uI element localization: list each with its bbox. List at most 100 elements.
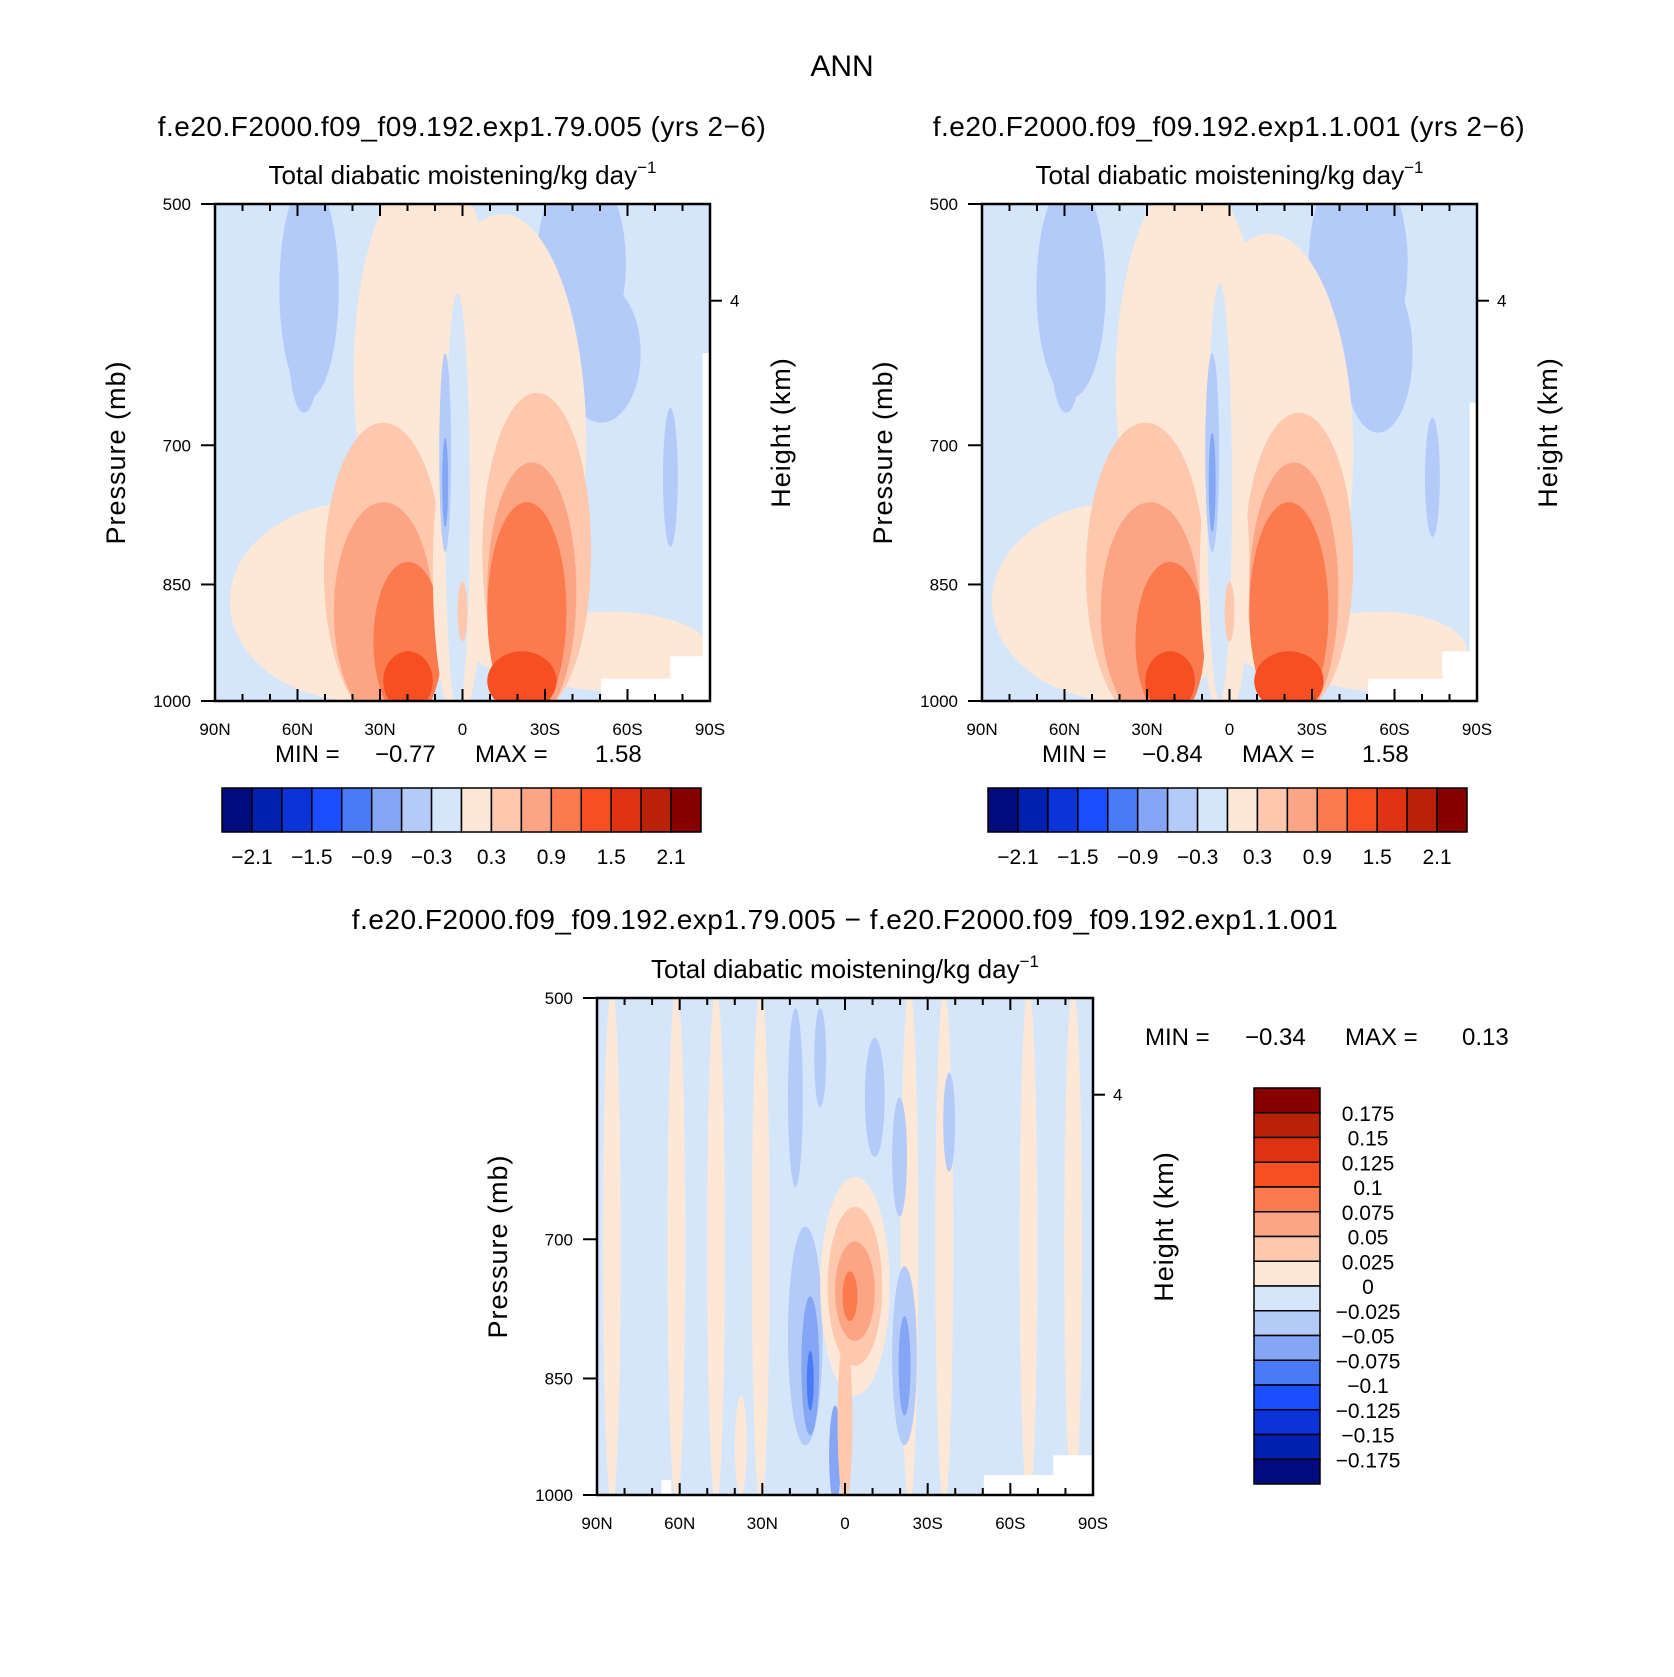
missing-data bbox=[661, 1480, 672, 1495]
y2-tick-label: 4 bbox=[730, 292, 739, 311]
missing-data bbox=[1053, 1455, 1093, 1495]
colorbar-box bbox=[1346, 787, 1378, 833]
colorbar-box bbox=[1253, 1161, 1321, 1188]
plot-subtitle-superscript: −1 bbox=[1404, 158, 1423, 177]
colorbar-label: −0.15 bbox=[1341, 1425, 1394, 1448]
y-tick-label: 850 bbox=[545, 1369, 573, 1388]
contour-region-low bbox=[898, 1316, 911, 1416]
colorbar-label: 2.1 bbox=[656, 846, 685, 869]
x-tick-label: 0 bbox=[840, 1514, 849, 1533]
plot-subtitle-text: Total diabatic moistening/kg day bbox=[1036, 160, 1405, 190]
colorbar-box bbox=[610, 787, 642, 833]
plot-subtitle: Total diabatic moistening/kg day−1 bbox=[269, 158, 657, 190]
colorbar-label: 0 bbox=[1362, 1276, 1374, 1299]
contour-region-low bbox=[806, 1350, 814, 1411]
colorbar-box bbox=[1376, 787, 1408, 833]
colorbar-box bbox=[490, 787, 523, 833]
missing-data bbox=[1469, 402, 1477, 701]
contour-region-high bbox=[487, 502, 567, 701]
colorbar-box bbox=[1436, 787, 1468, 833]
plot-subtitle-superscript: −1 bbox=[637, 158, 656, 177]
contour-region-high bbox=[1064, 998, 1083, 1495]
y-tick-label: 1000 bbox=[920, 692, 958, 711]
colorbar-box bbox=[1253, 1359, 1321, 1386]
contour-region-high bbox=[1249, 502, 1329, 701]
max-label: MAX = bbox=[1345, 1024, 1418, 1051]
min-value: −0.77 bbox=[375, 741, 436, 768]
x-tick-label: 0 bbox=[458, 720, 467, 739]
contour-region-low bbox=[1425, 417, 1440, 537]
y2-axis-label: Height (km) bbox=[1533, 357, 1563, 508]
contour-region-high bbox=[1224, 581, 1235, 642]
max-value: 1.58 bbox=[595, 741, 642, 768]
plot-subtitle-text: Total diabatic moistening/kg day bbox=[651, 954, 1020, 984]
colorbar-box bbox=[1253, 1310, 1321, 1337]
case-title: f.e20.F2000.f09_f09.192.exp1.79.005 − f.… bbox=[352, 904, 1338, 935]
y-tick-label: 1000 bbox=[153, 692, 191, 711]
case-title: f.e20.F2000.f09_f09.192.exp1.79.005 (yrs… bbox=[158, 111, 767, 142]
contour-field bbox=[982, 204, 1477, 701]
colorbar-box bbox=[1017, 787, 1049, 833]
colorbar-label: 0.025 bbox=[1342, 1251, 1395, 1274]
y-tick-label: 700 bbox=[163, 436, 191, 455]
colorbar-box bbox=[1047, 787, 1079, 833]
contour-region-low bbox=[1208, 432, 1216, 533]
colorbar-box bbox=[1253, 1112, 1321, 1139]
colorbar-box bbox=[1253, 1285, 1321, 1312]
colorbar-label: −2.1 bbox=[997, 846, 1038, 869]
x-tick-label: 60N bbox=[1049, 720, 1080, 739]
colorbar-box bbox=[1253, 1087, 1321, 1114]
x-tick-label: 90N bbox=[199, 720, 230, 739]
y-axis-label: Pressure (mb) bbox=[483, 1154, 513, 1338]
colorbar-label: −0.025 bbox=[1336, 1301, 1401, 1324]
contour-field bbox=[215, 204, 710, 701]
colorbar-box bbox=[1136, 787, 1169, 833]
contour-region-low bbox=[943, 1072, 956, 1172]
plot-subtitle-superscript: −1 bbox=[1020, 952, 1039, 971]
contour-region-high bbox=[1019, 998, 1038, 1495]
contour-region-low bbox=[1051, 293, 1081, 413]
y-tick-label: 850 bbox=[930, 575, 958, 594]
panel-case2: f.e20.F2000.f09_f09.192.exp1.1.001 (yrs … bbox=[868, 111, 1563, 768]
colorbar-box bbox=[1253, 1235, 1321, 1262]
colorbar-label: 0.175 bbox=[1342, 1103, 1395, 1126]
colorbar-box bbox=[1226, 787, 1259, 833]
colorbar-box bbox=[580, 787, 612, 833]
contour-region-high bbox=[842, 1271, 858, 1322]
colorbar-box bbox=[1253, 1211, 1321, 1238]
colorbar-box bbox=[1077, 787, 1109, 833]
colorbars-group: −2.1 −1.5 −0.9 −0.3 0.3 0.9 1.5 2.1 −2.1 −1.5 −0.9… bbox=[221, 787, 1468, 1485]
colorbar-box bbox=[341, 787, 373, 833]
min-label: MIN = bbox=[1145, 1024, 1210, 1051]
colorbar-label: 1.5 bbox=[597, 846, 626, 869]
colorbar-label: −0.9 bbox=[351, 846, 392, 869]
colorbar-box bbox=[520, 787, 553, 833]
contour-region-low bbox=[814, 1007, 827, 1108]
colorbar-label: −1.5 bbox=[1057, 846, 1098, 869]
colorbar-label: 0.05 bbox=[1348, 1227, 1389, 1250]
colorbar-box bbox=[1253, 1433, 1321, 1460]
max-value: 0.13 bbox=[1462, 1024, 1509, 1051]
x-tick-label: 60S bbox=[612, 720, 642, 739]
x-tick-label: 30N bbox=[364, 720, 395, 739]
x-tick-label: 30N bbox=[1131, 720, 1162, 739]
colorbar-label: 1.5 bbox=[1363, 846, 1392, 869]
y2-tick-label: 4 bbox=[1113, 1086, 1122, 1105]
contour-region-low bbox=[892, 1097, 907, 1217]
contour-region-low bbox=[1343, 273, 1413, 433]
min-label: MIN = bbox=[275, 741, 340, 768]
max-value: 1.58 bbox=[1362, 741, 1409, 768]
x-tick-label: 30S bbox=[913, 1514, 943, 1533]
x-tick-label: 90N bbox=[581, 1514, 612, 1533]
x-tick-label: 60S bbox=[995, 1514, 1025, 1533]
panel-diff: f.e20.F2000.f09_f09.192.exp1.79.005 − f.… bbox=[352, 904, 1509, 1533]
colorbar-label: −0.175 bbox=[1336, 1449, 1401, 1472]
contour-region-low bbox=[442, 437, 449, 528]
colorbar-box bbox=[1166, 787, 1199, 833]
colorbar-box bbox=[1253, 1136, 1321, 1163]
min-label: MIN = bbox=[1042, 741, 1107, 768]
colorbar-box bbox=[1286, 787, 1319, 833]
contour-region-high bbox=[1145, 651, 1195, 701]
y-tick-label: 500 bbox=[163, 195, 191, 214]
